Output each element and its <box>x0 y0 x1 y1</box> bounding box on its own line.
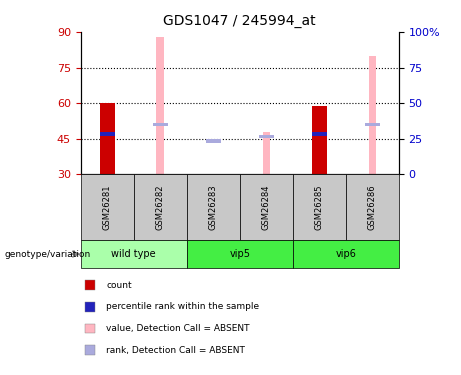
Bar <box>259 135 274 138</box>
Text: value, Detection Call = ABSENT: value, Detection Call = ABSENT <box>106 324 249 333</box>
Text: vip5: vip5 <box>229 249 250 259</box>
Text: GSM26283: GSM26283 <box>209 184 218 230</box>
Text: GSM26282: GSM26282 <box>156 184 165 230</box>
Text: vip6: vip6 <box>335 249 356 259</box>
Bar <box>100 103 115 174</box>
Text: GSM26281: GSM26281 <box>103 184 112 230</box>
Bar <box>100 132 115 136</box>
Text: genotype/variation: genotype/variation <box>5 250 91 259</box>
Bar <box>262 132 270 174</box>
Text: GSM26286: GSM26286 <box>368 184 377 230</box>
Text: wild type: wild type <box>112 249 156 259</box>
Bar <box>153 123 168 126</box>
Text: rank, Detection Call = ABSENT: rank, Detection Call = ABSENT <box>106 346 245 355</box>
Bar <box>156 37 164 174</box>
Title: GDS1047 / 245994_at: GDS1047 / 245994_at <box>163 14 316 28</box>
Bar <box>312 105 327 174</box>
Text: GSM26284: GSM26284 <box>262 184 271 230</box>
Bar <box>206 140 221 143</box>
Bar <box>312 132 327 136</box>
Bar <box>365 123 380 126</box>
Text: count: count <box>106 280 132 290</box>
Text: GSM26285: GSM26285 <box>315 184 324 230</box>
Bar <box>368 56 376 174</box>
Text: percentile rank within the sample: percentile rank within the sample <box>106 302 259 311</box>
